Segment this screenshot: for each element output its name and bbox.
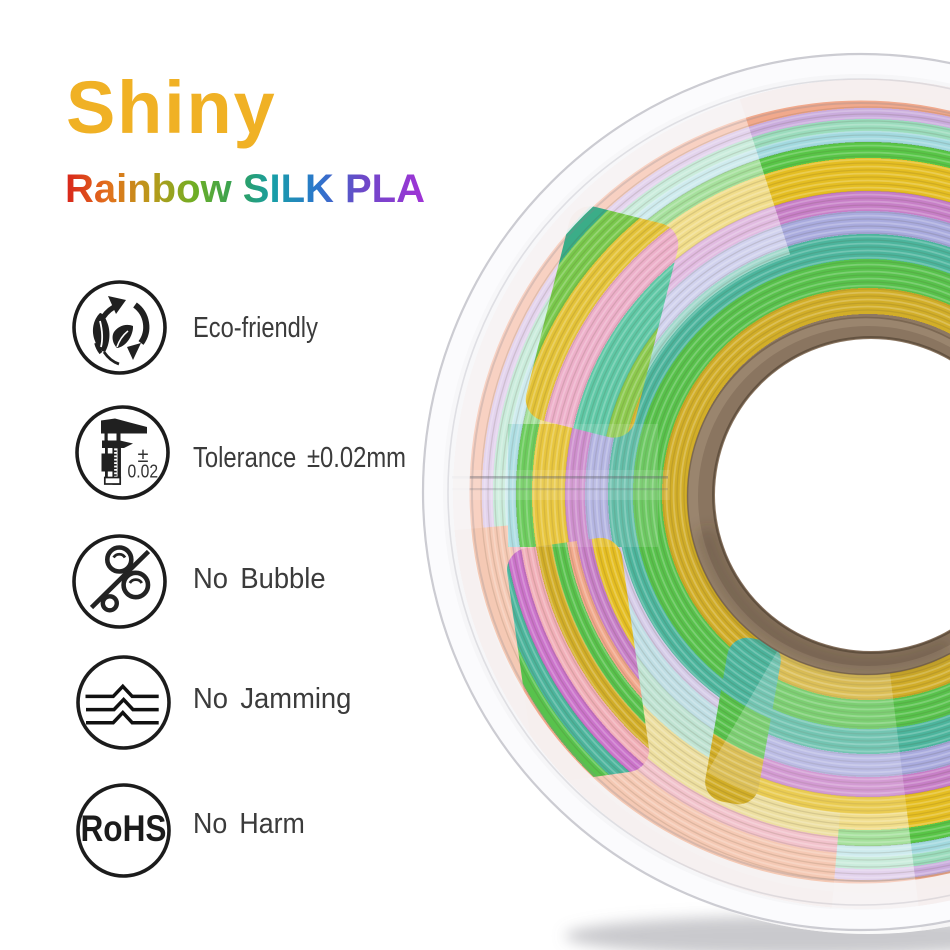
svg-text:0.02: 0.02: [128, 461, 159, 482]
svg-text:RoHS: RoHS: [81, 808, 167, 849]
svg-text:±: ±: [138, 445, 149, 467]
